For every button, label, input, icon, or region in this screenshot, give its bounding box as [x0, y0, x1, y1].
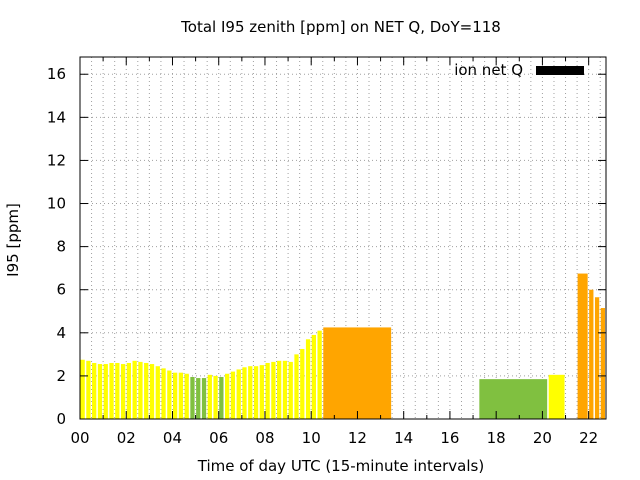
bar [120, 364, 126, 419]
y-tick-label: 12 [47, 151, 66, 169]
x-axis-title: Time of day UTC (15-minute intervals) [197, 457, 484, 475]
y-tick-label: 10 [47, 195, 66, 213]
bar [201, 378, 207, 419]
bar [225, 373, 230, 419]
bar [86, 360, 91, 419]
bar [155, 366, 160, 419]
bar [167, 370, 172, 419]
y-tick-label: 0 [56, 410, 66, 428]
bar [196, 378, 201, 419]
bar [311, 334, 316, 419]
legend-swatch [536, 66, 584, 75]
bar [265, 362, 270, 419]
bar [161, 368, 166, 419]
bar [219, 376, 224, 419]
y-tick-label: 6 [56, 281, 66, 299]
y-tick-labels: 0 2 4 6 8 10 12 14 16 [47, 65, 66, 428]
bar [548, 374, 565, 419]
x-tick-label: 12 [348, 429, 367, 447]
x-tick-label: 06 [209, 429, 228, 447]
legend: ion net Q [454, 61, 584, 79]
bar [589, 289, 594, 419]
bar [80, 359, 85, 419]
bar [103, 364, 108, 419]
x-tick-label: 14 [394, 429, 413, 447]
bar [97, 364, 103, 419]
legend-label: ion net Q [454, 61, 523, 79]
bar [282, 360, 288, 419]
bar [230, 371, 236, 419]
bar [149, 364, 155, 419]
bar [172, 372, 178, 419]
x-tick-label: 04 [163, 429, 182, 447]
bar [288, 361, 293, 419]
x-tick-label: 18 [487, 429, 506, 447]
bar [144, 362, 149, 419]
bar [213, 375, 218, 419]
bar [577, 273, 588, 419]
bar [277, 360, 282, 419]
x-tick-label: 20 [533, 429, 552, 447]
bar [126, 362, 132, 419]
bar [242, 367, 247, 419]
bar [323, 327, 392, 419]
x-tick-label: 02 [117, 429, 136, 447]
chart-title: Total I95 zenith [ppm] on NET Q, DoY=118 [180, 18, 501, 36]
bar [207, 374, 212, 419]
bar [300, 348, 305, 419]
bar [109, 362, 114, 419]
bar [236, 369, 241, 419]
bar [305, 339, 311, 419]
x-tick-labels: 00 02 04 06 08 10 12 14 16 18 20 22 [70, 429, 598, 447]
plot-frame [79, 56, 607, 420]
axis-ticks [79, 57, 606, 420]
bar [594, 297, 600, 419]
y-tick-label: 14 [47, 108, 66, 126]
y-tick-label: 8 [56, 238, 66, 256]
x-tick-label: 16 [440, 429, 459, 447]
bar [115, 362, 120, 419]
bar [479, 379, 548, 419]
bar [184, 373, 189, 419]
bar [600, 308, 605, 419]
bar [248, 366, 253, 419]
bar [271, 361, 276, 419]
bar [178, 372, 184, 419]
grid-lines [80, 57, 606, 419]
bars [80, 273, 605, 419]
bar [92, 362, 97, 419]
x-tick-label: 00 [70, 429, 89, 447]
bar [190, 376, 195, 419]
bar [138, 361, 143, 419]
bar [294, 354, 299, 419]
x-tick-label: 08 [255, 429, 274, 447]
y-tick-label: 2 [56, 367, 66, 385]
bar [317, 330, 322, 419]
bar [132, 360, 137, 419]
x-tick-label: 10 [302, 429, 321, 447]
y-tick-label: 4 [56, 324, 66, 342]
bar [259, 365, 264, 419]
y-tick-label: 16 [47, 65, 66, 83]
x-tick-label: 22 [579, 429, 598, 447]
bar [253, 366, 259, 419]
y-axis-title: I95 [ppm] [4, 203, 22, 277]
